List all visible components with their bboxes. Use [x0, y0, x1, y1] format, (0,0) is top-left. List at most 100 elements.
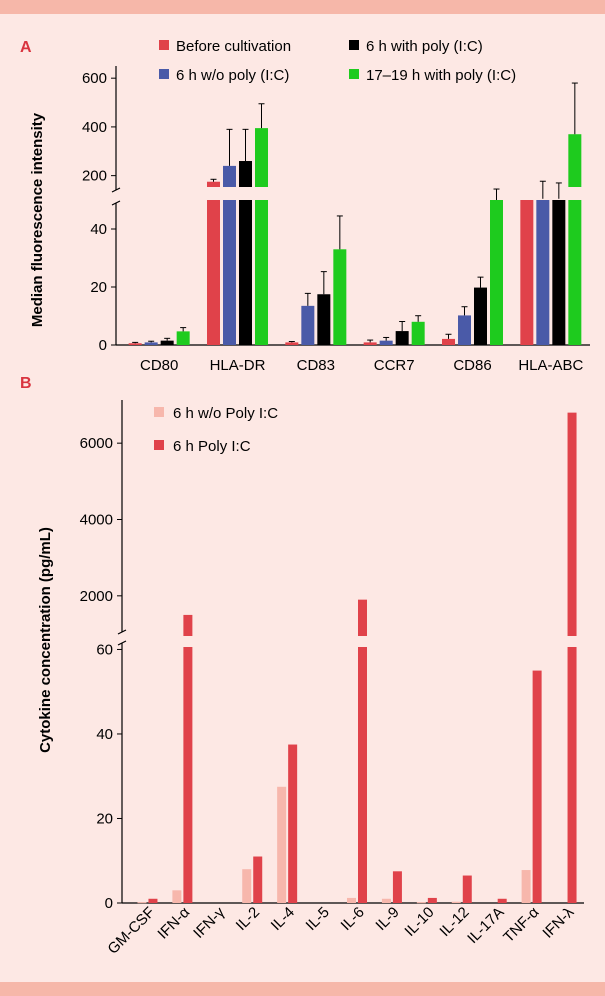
legend-label-6h-without-poly: 6 h w/o poly (I:C) [176, 67, 289, 84]
panel-a-y-axis-label: Median fluorescence intensity [29, 112, 46, 327]
y-tick-label: 400 [82, 119, 107, 136]
legend-swatch-6h-without-poly [159, 69, 169, 79]
bar-hla-dr-before-cultivation-upper [207, 181, 220, 187]
bar-ifn-6-h-poly-i-c-upper [567, 412, 577, 636]
bar-gm-csf-6-h-poly-i-c [148, 898, 158, 903]
bar-ccr7-17-19-h-with-poly-i-c [411, 321, 425, 345]
x-tick-label: HLA-DR [210, 357, 266, 374]
x-tick-label: IL-6 [338, 904, 368, 934]
axis-break-mark [111, 187, 121, 193]
y-tick-label: 200 [82, 168, 107, 185]
bar-tnf-6-h-poly-i-c [532, 670, 542, 903]
x-tick-label: IFN-λ [539, 903, 577, 941]
bar-il-17a-6-h-poly-i-c [497, 898, 507, 903]
x-tick-label: IL-17A [464, 904, 507, 947]
y-tick-label: 0 [99, 337, 107, 354]
bar-il-2-6-h-poly-i-c [253, 856, 263, 903]
bar-hla-dr-6-h-with-poly-i-c [239, 200, 252, 345]
x-tick-label: CD86 [453, 357, 491, 374]
bar-cd83-6-h-w-o-poly-i-c [301, 305, 315, 345]
x-tick-label: IL-4 [268, 904, 298, 934]
x-tick-label: IL-2 [233, 904, 263, 934]
bar-hla-abc-before-cultivation [520, 200, 534, 345]
bar-cd86-6-h-with-poly-i-c [474, 287, 487, 345]
y-tick-label: 40 [96, 726, 113, 743]
bar-il-12-6-h-poly-i-c [462, 875, 472, 903]
bar-cd83-before-cultivation [285, 342, 299, 345]
legend-label-6h-without-poly-ic: 6 h w/o Poly I:C [173, 405, 278, 422]
y-tick-label: 600 [82, 70, 107, 87]
panel-a-letter: A [20, 39, 32, 56]
bar-hla-dr-17-19-h-with-poly-i-c-upper [255, 128, 268, 187]
y-tick-label: 20 [90, 279, 107, 296]
bottom-border [0, 982, 605, 996]
bar-tnf-6-h-w-o-poly-i-c [521, 870, 531, 903]
bar-il-4-6-h-poly-i-c [288, 744, 298, 903]
panel-b-letter: B [20, 375, 32, 392]
legend-swatch-6h-poly-ic [154, 440, 164, 450]
y-tick-label: 2000 [80, 588, 113, 605]
bar-il-6-6-h-poly-i-c [358, 647, 367, 903]
legend-label-6h-poly-ic: 6 h Poly I:C [173, 438, 251, 455]
bar-ifn-6-h-poly-i-c-upper [183, 614, 193, 636]
x-tick-label: CCR7 [374, 357, 415, 374]
bar-cd86-17-19-h-with-poly-i-c [490, 200, 503, 345]
axis-break-mark [117, 640, 127, 646]
panel-a-chart: 0 20 40 200 400 600 CD80 HLA-DR CD83 CCR7 CD86 HLA-… [82, 66, 590, 374]
bar-hla-dr-before-cultivation [207, 200, 220, 345]
top-border [0, 0, 605, 14]
bar-hla-dr-6-h-w-o-poly-i-c-upper [223, 165, 236, 187]
bar-hla-abc-6-h-with-poly-i-c [552, 200, 566, 345]
bar-cd80-17-19-h-with-poly-i-c [176, 331, 190, 345]
axis-break-mark [117, 629, 127, 635]
y-tick-label: 60 [96, 641, 113, 658]
bar-ccr7-before-cultivation [363, 342, 377, 345]
bar-ifn-6-h-w-o-poly-i-c [172, 890, 182, 903]
x-tick-label: IFN-γ [190, 903, 228, 941]
x-tick-label: IL-10 [401, 904, 437, 940]
y-tick-label: 0 [105, 895, 113, 912]
bar-cd80-6-h-with-poly-i-c [160, 340, 174, 345]
x-tick-label: IL-9 [372, 904, 402, 934]
bar-il-9-6-h-poly-i-c [392, 871, 402, 903]
bar-ccr7-6-h-w-o-poly-i-c [379, 340, 393, 345]
bar-cd80-before-cultivation [128, 343, 142, 345]
x-tick-label: CD83 [297, 357, 335, 374]
x-tick-label: IL-5 [303, 904, 333, 934]
bar-cd83-6-h-with-poly-i-c [317, 294, 331, 345]
y-tick-label: 20 [96, 810, 113, 827]
bar-il-6-6-h-w-o-poly-i-c [347, 897, 356, 903]
x-tick-label: CD80 [140, 357, 178, 374]
legend-swatch-6h-with-poly [349, 40, 359, 50]
legend-swatch-17-19h-with-poly [349, 69, 359, 79]
axis-break-mark [111, 200, 121, 206]
y-tick-label: 6000 [80, 435, 113, 452]
bar-hla-abc-6-h-w-o-poly-i-c [536, 200, 550, 345]
legend-swatch-6h-without-poly-ic [154, 407, 164, 417]
bar-il-9-6-h-w-o-poly-i-c [381, 898, 391, 903]
bar-ccr7-6-h-with-poly-i-c [395, 331, 409, 345]
bar-cd80-6-h-w-o-poly-i-c [144, 342, 158, 345]
bar-ifn-6-h-poly-i-c [183, 647, 193, 903]
bar-cd86-before-cultivation [442, 338, 455, 345]
bar-hla-dr-6-h-w-o-poly-i-c [223, 200, 236, 345]
bar-hla-dr-17-19-h-with-poly-i-c [255, 200, 268, 345]
bar-cd86-6-h-w-o-poly-i-c [458, 315, 471, 345]
bar-hla-dr-6-h-with-poly-i-c-upper [239, 161, 252, 187]
legend-label-17-19h-with-poly: 17–19 h with poly (I:C) [366, 67, 516, 84]
y-tick-label: 4000 [80, 512, 113, 529]
bar-cd83-17-19-h-with-poly-i-c [333, 249, 347, 345]
y-tick-label: 40 [90, 221, 107, 238]
x-tick-label: TNF-α [500, 904, 543, 947]
x-tick-label: IFN-α [154, 904, 193, 943]
panel-b-y-axis-label: Cytokine concentration (pg/mL) [37, 527, 54, 753]
bar-il-10-6-h-w-o-poly-i-c [416, 902, 426, 904]
bar-ifn-6-h-poly-i-c [567, 647, 577, 903]
bar-il-12-6-h-w-o-poly-i-c [451, 901, 461, 903]
legend-label-before-cultivation: Before cultivation [176, 38, 291, 55]
bar-il-2-6-h-w-o-poly-i-c [242, 869, 252, 903]
bar-hla-abc-17-19-h-with-poly-i-c [568, 200, 582, 345]
legend-label-6h-with-poly: 6 h with poly (I:C) [366, 38, 483, 55]
